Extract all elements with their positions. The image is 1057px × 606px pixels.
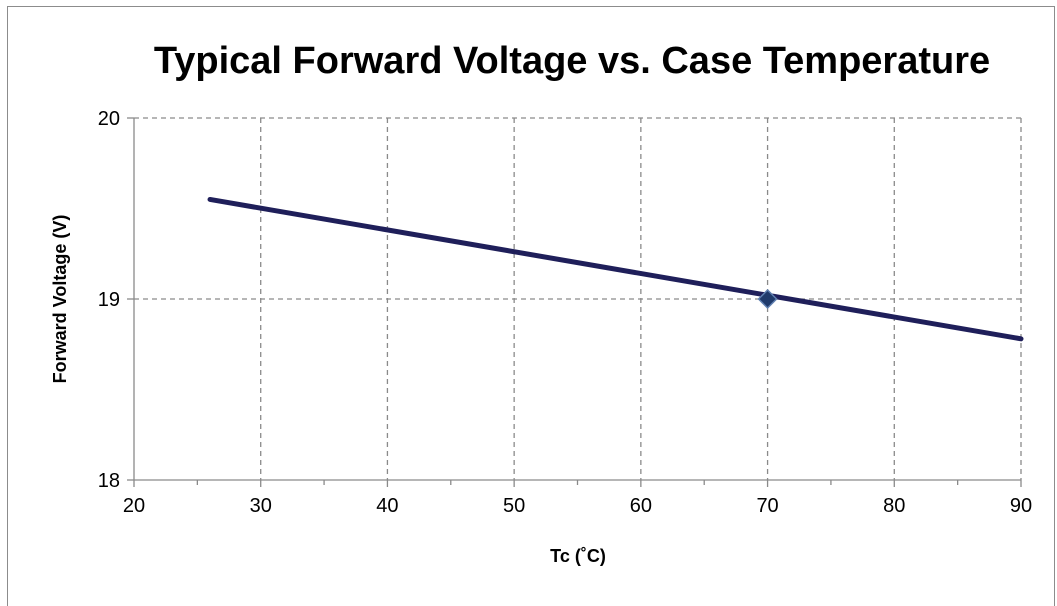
- y-axis-label: Forward Voltage (V): [50, 215, 70, 384]
- y-tick-label: 18: [98, 470, 120, 492]
- x-tick-label: 90: [1010, 495, 1032, 517]
- series-layer: [207, 196, 1024, 342]
- y-tick-label: 19: [98, 289, 120, 311]
- x-tick-label: 70: [756, 495, 778, 517]
- x-axis-label: Tc (˚C): [550, 546, 606, 566]
- data-marker: [757, 288, 778, 310]
- x-tick-label: 30: [250, 495, 272, 517]
- chart-frame: [7, 6, 1055, 606]
- x-tick-label: 80: [883, 495, 905, 517]
- x-tick-label: 20: [123, 495, 145, 517]
- x-tick-label: 50: [503, 495, 525, 517]
- x-tick-label: 40: [376, 495, 398, 517]
- grid: [134, 117, 1022, 480]
- marker-layer: [757, 288, 778, 310]
- x-tick-label: 60: [630, 495, 652, 517]
- chart-title: Typical Forward Voltage vs. Case Tempera…: [154, 40, 990, 82]
- tick-labels: 20 30 40 50 60 70 80 90 18 19 20: [98, 108, 1032, 517]
- series-line: [207, 196, 1024, 342]
- axes: [127, 117, 1022, 487]
- y-tick-label: 20: [98, 108, 120, 130]
